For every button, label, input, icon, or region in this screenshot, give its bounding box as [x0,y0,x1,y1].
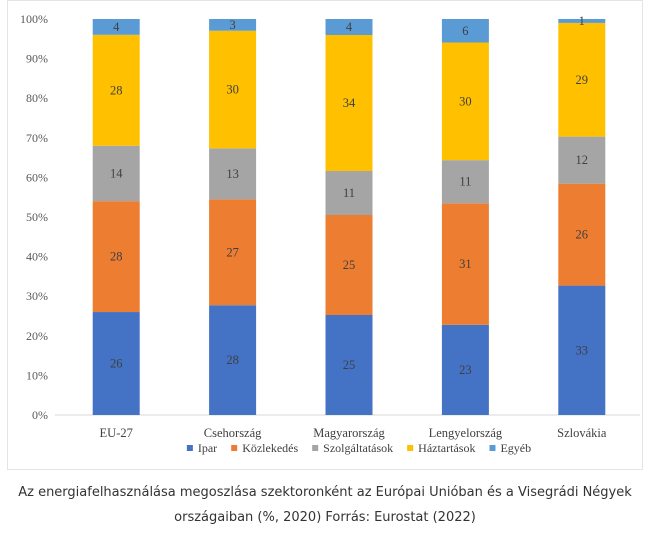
category-label: Szlovákia [557,426,607,440]
bar-segment [92,19,140,35]
bar-segment [209,199,257,306]
legend-swatch [407,445,414,451]
bar-segment [325,171,373,215]
y-tick-label: 30% [26,289,48,303]
y-tick-label: 10% [26,368,48,382]
bar-segment [209,19,257,31]
data-label: 4 [113,20,120,34]
legend-label: Háztartások [418,441,475,455]
bar-segment [441,19,489,43]
y-tick-label: 40% [26,250,48,264]
category-label: EU-27 [100,426,133,440]
data-label: 28 [110,250,123,264]
legend-swatch [186,445,193,451]
bar-segment [558,285,606,415]
figure-caption: Az energiafelhasználása megoszlása szekt… [18,485,632,525]
legend-swatch [489,445,496,451]
data-label: 26 [110,357,123,371]
y-tick-label: 100% [20,12,48,26]
data-label: 31 [459,257,472,271]
bar-stack: 25 25 11 34 4 [325,19,373,415]
bars: 26 28 14 28 4 28 27 13 30 3 25 25 11 34 4 23 31 11 30 6 33 26… [92,14,606,415]
stacked-bar-chart: 0%10%20%30%40%50%60%70%80%90%100% 262814… [20,12,640,455]
data-label: 1 [579,14,585,28]
y-tick-label: 80% [26,91,48,105]
legend-label: Egyéb [500,441,531,455]
legend-label: Szolgáltatások [323,441,393,455]
bar-segment [558,183,606,286]
bar-segment [209,148,257,200]
data-label: 25 [343,258,356,272]
legend-item: Ipar [186,441,217,455]
legend-swatch [231,445,238,451]
bar-segment [92,312,140,415]
legend-item: Szolgáltatások [312,441,393,455]
bar-stack: 23 31 11 30 6 [441,19,489,415]
data-label: 14 [110,166,123,180]
bar-segment [92,201,140,313]
y-axis-tick-labels: 0% 10% 20% 30% 40% 50% 60% 70% 80% 90% 100% [20,12,48,422]
y-tick-label: 50% [26,210,48,224]
data-label: 26 [576,228,589,242]
bar-segment [209,305,257,415]
legend: Ipar Közlekedés Szolgáltatások Háztartások E… [186,441,531,455]
bar-segment [441,160,489,204]
bar-segment [325,315,373,415]
bar-segment [92,145,140,202]
bar-segment [441,203,489,325]
data-label: 6 [462,24,468,38]
bar-stack: 33 26 12 29 1 [558,14,606,415]
y-tick-label: 60% [26,170,48,184]
chart-frame: 0% 10% 20% 30% 40% 50% 60% 70% 80% 90% 100% 26 28 14… [7,0,643,470]
legend-item: Közlekedés [231,441,299,455]
data-label: 30 [226,83,239,97]
legend-label: Ipar [198,441,217,455]
category-label: Lengyelország [429,426,503,440]
data-label: 33 [576,343,589,357]
data-label: 13 [226,167,239,181]
data-label: 23 [459,363,472,377]
y-tick-label: 90% [26,52,48,66]
y-tick-label: 0% [32,408,48,422]
data-label: 27 [226,245,239,259]
data-label: 25 [343,358,356,372]
data-label: 34 [343,96,356,110]
data-label: 29 [576,73,589,87]
y-tick-label: 20% [26,329,48,343]
category-label: Magyarország [313,426,385,440]
bar-stack: 28 27 13 30 3 [209,18,257,415]
bar-segment [325,35,373,171]
data-label: 30 [459,94,472,108]
data-label: 28 [110,83,123,97]
category-labels: EU-27 Csehország Magyarország Lengyelország… [100,426,607,440]
data-label: 11 [459,175,471,189]
data-label: 12 [576,153,589,167]
bar-segment [325,19,373,35]
legend-label: Közlekedés [242,441,298,455]
legend-item: Háztartások [407,441,475,455]
bar-segment [558,136,606,184]
legend-swatch [312,445,319,451]
data-label: 28 [226,353,239,367]
bar-stack: 26 28 14 28 4 [92,19,140,415]
y-tick-label: 70% [26,131,48,145]
data-label: 4 [346,20,353,34]
legend-item: Egyéb [489,441,531,455]
category-label: Csehország [204,426,262,440]
data-label: 11 [343,186,355,200]
bar-segment [441,42,489,161]
bar-segment [325,215,373,315]
bar-segment [209,30,257,149]
data-label: 3 [229,18,235,32]
bar-segment [558,22,606,137]
bar-segment [441,324,489,415]
bar-segment [92,34,140,146]
bar-segment [558,19,606,23]
